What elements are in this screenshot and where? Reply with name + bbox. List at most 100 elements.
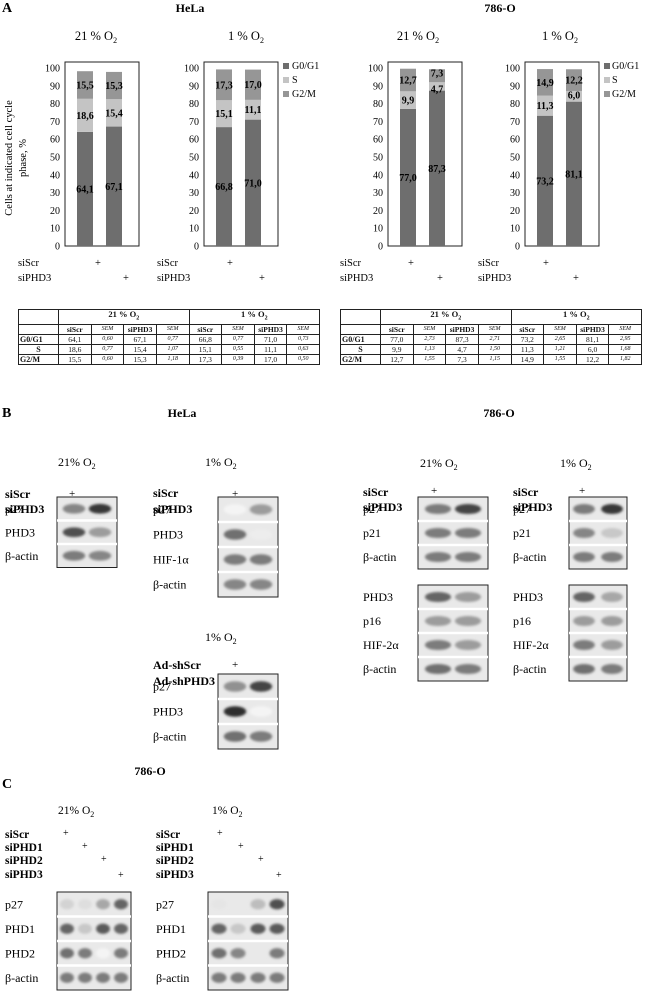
table-row: S 9,9 1,13 4,7 1,50 11,3 1,21 6,0 1,68 — [340, 343, 642, 355]
blot-row-label: β-actin — [363, 550, 396, 564]
blot-band — [424, 527, 452, 539]
treatment-label: siPHD3 — [513, 500, 552, 514]
blot-band — [211, 948, 227, 959]
cell: 64,1 — [58, 333, 92, 345]
bar-segment — [106, 71, 122, 100]
plot-frame — [64, 61, 140, 247]
legend-swatch-g2m — [604, 91, 610, 97]
blot-band — [269, 923, 285, 934]
blot-row-label: β-actin — [363, 662, 396, 676]
condition-sub: 2 — [239, 810, 243, 819]
treatment-label: siPHD3 — [153, 502, 192, 516]
y-tick-label: 60 — [189, 135, 199, 146]
y-tick-label: 90 — [50, 81, 60, 92]
blot-row-label: p27 — [513, 502, 531, 516]
y-tick-label: 40 — [510, 170, 520, 181]
legend-swatch-s — [283, 77, 289, 83]
plus-mark: + — [123, 273, 129, 284]
blot-band — [573, 663, 595, 675]
y-tick-label: 10 — [189, 224, 199, 235]
sem-table-786o: 21 % O2 1 % O2 siScr SEM siPHD3 SEM siSc… — [340, 309, 642, 365]
blot-band — [424, 591, 452, 603]
bar-segment — [245, 99, 261, 120]
table-corner — [340, 323, 381, 335]
treatment-label: siPHD3 — [5, 869, 43, 881]
blot-row-label: PHD3 — [363, 590, 393, 604]
y-tick-label: 20 — [189, 206, 199, 217]
cell: 12,7 — [380, 353, 414, 365]
row-label: S — [18, 343, 59, 355]
bar-segment — [429, 69, 445, 83]
condition-label: 1% O2 — [205, 455, 237, 471]
blot-band — [96, 948, 110, 959]
data-label: 15,4 — [105, 108, 123, 119]
row-label-siscr: siScr — [157, 258, 179, 269]
col-header: siPHD3 — [123, 323, 157, 335]
cell: 2,95 — [608, 333, 642, 345]
y-tick-label: 10 — [50, 224, 60, 235]
data-label: 9,9 — [402, 96, 415, 107]
panel-b-title-786o: 786-O — [483, 406, 514, 420]
blot-band — [114, 948, 128, 959]
chart-title-text: 1 % O — [228, 29, 260, 43]
blot-band — [250, 899, 266, 910]
table-row: G2/M 15,5 0,60 15,3 1,18 17,3 0,39 17,0 … — [18, 353, 320, 365]
cell: 0,77 — [221, 333, 255, 345]
blot-band — [424, 503, 452, 515]
condition-sub: 2 — [454, 463, 458, 472]
blot-band — [424, 615, 452, 627]
blot-band — [573, 639, 595, 651]
treatment-label: siScr — [156, 829, 180, 841]
blot-band — [114, 923, 128, 934]
blot-band — [230, 948, 246, 959]
bar-segment — [429, 82, 445, 91]
data-label: 18,6 — [76, 111, 94, 122]
y-tick-label: 20 — [373, 206, 383, 217]
blot-band — [223, 731, 247, 742]
y-tick-label: 10 — [510, 224, 520, 235]
bar-segment — [77, 131, 93, 246]
blot-band — [250, 948, 266, 959]
table-condition-1: 1 % O2 — [510, 309, 642, 325]
y-tick-label: 60 — [50, 135, 60, 146]
blot-band — [424, 663, 452, 675]
table-condition-21: 21 % O2 — [58, 309, 190, 325]
blot-band — [211, 923, 227, 934]
blot-band — [601, 663, 623, 675]
y-tick-label: 100 — [184, 64, 199, 75]
treatment-label: siPHD1 — [156, 842, 194, 854]
y-tick-label: 70 — [373, 117, 383, 128]
blot-row-label: PHD1 — [156, 922, 186, 936]
y-tick-label: 100 — [45, 64, 60, 75]
legend-label-g0g1: G0/G1 — [612, 61, 639, 72]
cell: 0,60 — [90, 333, 125, 345]
legend-label-g2m: G2/M — [612, 89, 636, 100]
blot-band — [88, 550, 112, 561]
row-label: G0/G1 — [18, 333, 59, 345]
legend-label-s: S — [292, 75, 298, 86]
blot-row-label: β-actin — [156, 971, 189, 985]
plus-mark: + — [276, 870, 282, 881]
cell: 17,3 — [188, 353, 223, 365]
plus-mark: + — [232, 488, 238, 500]
cell: 14,9 — [510, 353, 545, 365]
blot-band — [249, 579, 273, 590]
plus-mark: + — [573, 273, 579, 284]
treatment-label: Ad-shPHD3 — [153, 674, 215, 688]
cell: 1,68 — [608, 343, 642, 355]
y-tick-label: 30 — [189, 188, 199, 199]
bar-segment — [400, 68, 416, 92]
cell: 0,39 — [221, 353, 255, 365]
blot-band — [88, 527, 112, 538]
condition-text: 21% O — [420, 456, 454, 470]
bar-segment — [245, 119, 261, 246]
condition-label: 21% O2 — [58, 805, 94, 819]
blot-band — [454, 615, 482, 627]
y-tick-label: 90 — [510, 81, 520, 92]
col-header: SEM — [412, 323, 447, 335]
cell: 0,55 — [221, 343, 255, 355]
treatment-label: siScr — [363, 485, 389, 499]
legend-swatch-g0g1 — [283, 63, 289, 69]
col-header: SEM — [608, 323, 642, 335]
